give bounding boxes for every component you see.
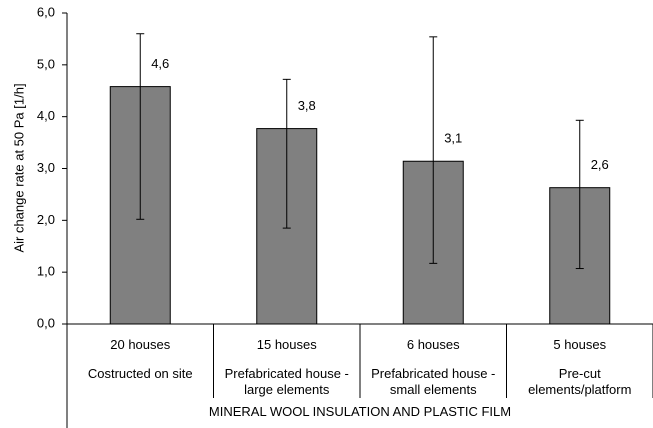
- value-label: 3,8: [298, 98, 316, 113]
- y-tick-label: 5,0: [37, 56, 55, 71]
- y-axis-label: Air change rate at 50 Pa [1/h]: [11, 83, 26, 252]
- x-subcategory-label: Pre-cut elements/platform: [528, 366, 632, 397]
- group-label: MINERAL WOOL INSULATION AND PLASTIC FILM: [208, 404, 512, 419]
- x-tick-label: 20 houses: [110, 337, 171, 352]
- x-subcategory-label: Prefabricated house - small elements: [371, 366, 496, 397]
- value-label: 3,1: [444, 131, 462, 146]
- x-tick-label: 6 houses: [406, 337, 460, 352]
- y-tick-label: 1,0: [37, 264, 55, 279]
- x-tick-label: 5 houses: [553, 337, 607, 352]
- y-tick-label: 3,0: [37, 160, 55, 175]
- x-subcategory-label: Costructed on site: [87, 366, 193, 381]
- value-label: 2,6: [591, 157, 609, 172]
- y-tick-label: 4,0: [37, 108, 55, 123]
- y-tick-label: 0,0: [37, 315, 55, 330]
- x-tick-label: 15 houses: [256, 337, 317, 352]
- value-label: 4,6: [151, 56, 169, 71]
- y-tick-label: 6,0: [37, 4, 55, 19]
- x-subcategory-label: Prefabricated house - large elements: [224, 366, 349, 397]
- y-tick-label: 2,0: [37, 212, 55, 227]
